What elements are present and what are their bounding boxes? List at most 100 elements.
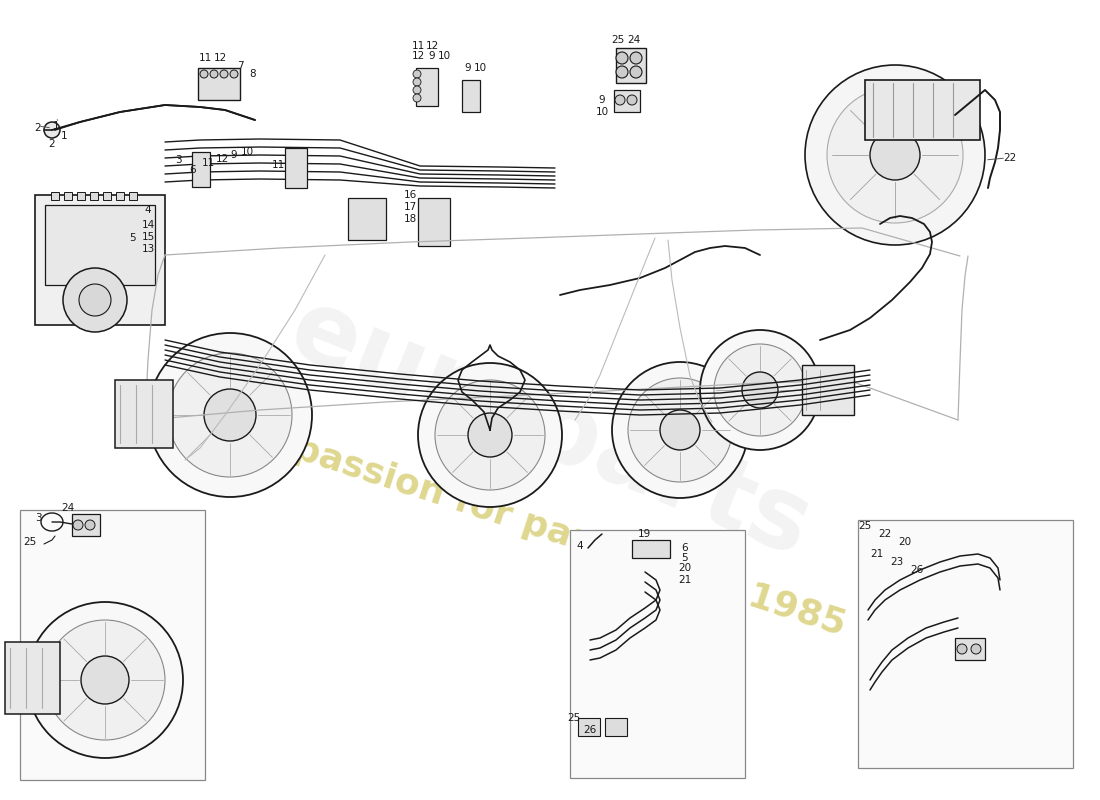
Text: 21: 21 <box>870 549 883 559</box>
Circle shape <box>870 130 920 180</box>
Text: 4: 4 <box>145 205 152 215</box>
Text: 25: 25 <box>23 537 36 547</box>
Text: 17: 17 <box>404 202 417 212</box>
Circle shape <box>168 353 292 477</box>
Text: 12: 12 <box>216 154 229 164</box>
Text: 12: 12 <box>426 41 439 51</box>
Text: 1: 1 <box>53 121 59 131</box>
Text: 24: 24 <box>62 503 75 513</box>
Bar <box>865 80 980 140</box>
Bar <box>72 514 100 536</box>
Circle shape <box>630 52 642 64</box>
Text: 4: 4 <box>576 541 583 551</box>
Circle shape <box>412 70 421 78</box>
Text: 26: 26 <box>583 725 596 735</box>
Bar <box>35 195 165 325</box>
Circle shape <box>210 70 218 78</box>
Text: 9: 9 <box>598 95 605 105</box>
Bar <box>614 90 640 112</box>
Circle shape <box>412 78 421 86</box>
Text: 19: 19 <box>638 529 651 539</box>
Circle shape <box>28 602 183 758</box>
Text: 10: 10 <box>241 147 254 157</box>
Circle shape <box>412 86 421 94</box>
Circle shape <box>85 520 95 530</box>
Circle shape <box>73 520 82 530</box>
Circle shape <box>230 70 238 78</box>
Text: 9: 9 <box>231 150 238 160</box>
Circle shape <box>628 378 732 482</box>
Bar <box>90 192 98 200</box>
Text: 8: 8 <box>250 69 256 79</box>
Text: 7: 7 <box>236 61 243 71</box>
Circle shape <box>45 620 165 740</box>
Text: 9: 9 <box>429 51 436 61</box>
Circle shape <box>660 410 700 450</box>
Circle shape <box>630 66 642 78</box>
Bar <box>348 198 386 240</box>
Bar <box>605 718 627 736</box>
Text: 18: 18 <box>404 214 417 224</box>
Circle shape <box>44 122 60 138</box>
Text: 3: 3 <box>35 513 42 523</box>
Text: 21: 21 <box>679 575 692 585</box>
Circle shape <box>418 363 562 507</box>
Bar <box>462 80 480 112</box>
Text: 2: 2 <box>48 139 55 149</box>
Bar <box>116 192 124 200</box>
Circle shape <box>612 362 748 498</box>
Bar <box>116 380 173 448</box>
Circle shape <box>615 95 625 105</box>
Text: 15: 15 <box>142 232 155 242</box>
Circle shape <box>220 70 228 78</box>
Bar <box>198 68 240 100</box>
Text: 13: 13 <box>142 244 155 254</box>
Bar <box>285 148 307 188</box>
Text: 11: 11 <box>201 158 214 168</box>
Text: 22: 22 <box>878 529 891 539</box>
Text: 12: 12 <box>213 53 227 63</box>
Circle shape <box>79 284 111 316</box>
Text: 6: 6 <box>189 165 196 175</box>
Text: 12: 12 <box>411 51 425 61</box>
Circle shape <box>616 66 628 78</box>
Bar <box>45 205 155 285</box>
Circle shape <box>616 52 628 64</box>
Text: 26: 26 <box>910 565 923 575</box>
Bar <box>416 68 438 106</box>
Text: 11: 11 <box>411 41 425 51</box>
Text: 25: 25 <box>568 713 581 723</box>
Bar <box>570 530 745 778</box>
Text: 23: 23 <box>890 557 903 567</box>
Circle shape <box>412 94 421 102</box>
Circle shape <box>742 372 778 408</box>
Circle shape <box>827 87 962 223</box>
Circle shape <box>714 344 806 436</box>
Text: 5: 5 <box>129 233 135 243</box>
Text: A passion for parts since 1985: A passion for parts since 1985 <box>251 418 849 642</box>
Bar <box>802 365 854 415</box>
Text: 20: 20 <box>898 537 911 547</box>
Text: europarts: europarts <box>276 282 824 578</box>
Bar <box>616 48 646 83</box>
Bar <box>51 192 59 200</box>
Bar <box>6 642 60 714</box>
Text: 10: 10 <box>438 51 451 61</box>
Bar <box>64 192 72 200</box>
Circle shape <box>81 656 129 704</box>
Bar <box>77 192 85 200</box>
Text: 10: 10 <box>473 63 486 73</box>
Text: 24: 24 <box>627 35 640 45</box>
Bar <box>578 718 600 736</box>
Circle shape <box>971 644 981 654</box>
Circle shape <box>957 644 967 654</box>
Text: 16: 16 <box>404 190 417 200</box>
Text: 20: 20 <box>679 563 692 573</box>
Text: 2: 2 <box>35 123 42 133</box>
Text: 25: 25 <box>612 35 625 45</box>
Text: 3: 3 <box>175 155 182 165</box>
Bar <box>103 192 111 200</box>
Bar <box>129 192 138 200</box>
Text: 10: 10 <box>595 107 608 117</box>
Circle shape <box>700 330 820 450</box>
